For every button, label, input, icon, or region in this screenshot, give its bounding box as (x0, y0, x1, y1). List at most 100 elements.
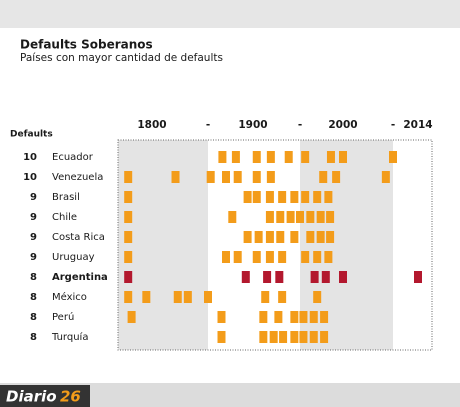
default-mark (299, 331, 308, 343)
x-tick-label: - (206, 119, 210, 131)
chart-title: Defaults Soberanos (20, 38, 153, 52)
default-mark (259, 331, 268, 343)
x-tick-label: - (298, 119, 302, 131)
country: Perú (52, 311, 74, 323)
brand: Diario (6, 388, 57, 406)
default-mark (275, 271, 284, 283)
default-mark (309, 311, 318, 323)
default-mark (171, 171, 180, 183)
country: Argentina (52, 272, 108, 283)
default-mark (326, 211, 335, 223)
default-mark (389, 151, 397, 163)
default-mark (332, 171, 341, 183)
x-tick-label: 1900 (238, 119, 267, 131)
default-mark (316, 231, 325, 243)
band (393, 140, 432, 350)
country: Venezuela (52, 172, 103, 183)
country: Brasil (52, 192, 80, 203)
count: 8 (30, 272, 37, 283)
default-mark (286, 211, 295, 223)
default-mark (320, 331, 329, 343)
default-mark (278, 251, 287, 263)
default-mark (263, 271, 272, 283)
x-tick-label: 1800 (137, 119, 166, 131)
country: México (52, 291, 87, 303)
default-mark (309, 331, 318, 343)
default-mark (206, 171, 215, 183)
default-mark (301, 151, 310, 163)
country: Chile (52, 212, 77, 223)
country: Ecuador (52, 152, 94, 163)
count: 10 (23, 152, 37, 163)
default-mark (266, 171, 275, 183)
default-mark (321, 271, 330, 283)
country: Turquía (51, 331, 88, 343)
default-mark (276, 211, 285, 223)
default-mark (296, 211, 304, 223)
default-mark (252, 251, 261, 263)
default-mark (316, 211, 325, 223)
default-mark (324, 191, 333, 203)
default-mark (313, 251, 322, 263)
default-mark (183, 291, 192, 303)
default-mark (290, 231, 299, 243)
default-mark (259, 311, 268, 323)
default-mark (265, 211, 274, 223)
default-mark (228, 211, 237, 223)
default-mark (233, 171, 242, 183)
default-mark (142, 291, 151, 303)
count: 8 (30, 332, 37, 343)
default-mark (265, 191, 274, 203)
default-mark (279, 331, 288, 343)
default-mark (290, 191, 299, 203)
brand-number: 26 (60, 388, 81, 406)
default-mark (313, 291, 322, 303)
default-mark (231, 151, 240, 163)
default-mark (274, 311, 283, 323)
count: 9 (30, 232, 37, 243)
top-bar (0, 0, 460, 28)
count: 9 (30, 212, 37, 223)
default-mark (222, 171, 230, 183)
default-mark (173, 291, 182, 303)
default-mark (301, 191, 310, 203)
default-mark (124, 171, 133, 183)
default-mark (313, 191, 322, 203)
default-mark (124, 251, 133, 263)
default-mark (381, 171, 390, 183)
default-mark (310, 271, 319, 283)
default-mark (299, 311, 308, 323)
default-mark (265, 231, 274, 243)
logo-bg (0, 385, 90, 407)
default-mark (265, 251, 274, 263)
default-mark (124, 191, 133, 203)
default-mark (278, 191, 287, 203)
default-mark (290, 331, 299, 343)
default-mark (306, 231, 315, 243)
default-mark (269, 331, 278, 343)
default-mark (241, 271, 250, 283)
default-mark (233, 251, 242, 263)
country: Costa Rica (52, 232, 105, 243)
default-mark (127, 311, 136, 323)
default-mark (266, 151, 275, 163)
default-mark (278, 291, 287, 303)
default-mark (124, 271, 133, 283)
default-mark (319, 171, 328, 183)
default-mark (124, 211, 133, 223)
x-tick-label: - (391, 119, 395, 131)
default-mark (261, 291, 270, 303)
x-tick-label: 2000 (328, 119, 357, 131)
default-mark (306, 211, 315, 223)
default-mark (252, 171, 261, 183)
default-mark (243, 191, 252, 203)
x-tick-label: 2014 (403, 119, 432, 131)
default-mark (254, 231, 263, 243)
chart-subtitle: Países con mayor cantidad de defaults (20, 52, 223, 64)
default-mark (124, 231, 133, 243)
default-mark (339, 151, 347, 163)
default-mark (204, 291, 212, 303)
default-mark (326, 231, 335, 243)
